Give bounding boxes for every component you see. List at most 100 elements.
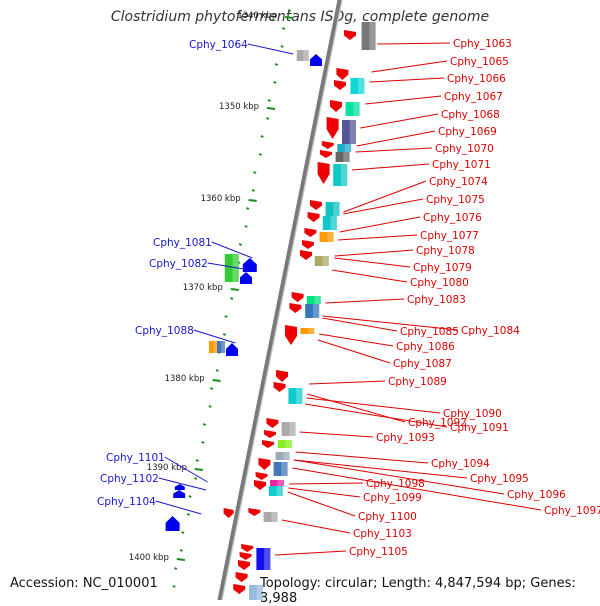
gene-label-cphy-1090: Cphy_1090 — [443, 408, 502, 420]
genome-summary-text: Topology: circular; Length: 4,847,594 bp… — [260, 576, 576, 606]
forward-gene-arrow — [239, 552, 252, 560]
gene-label-cphy-1083: Cphy_1083 — [407, 294, 466, 306]
forward-gene-arrow — [233, 584, 246, 594]
scale-label: 1350 kbp — [219, 102, 259, 112]
leader-line — [288, 487, 361, 498]
gene-box-shade — [271, 512, 278, 522]
gene-box — [209, 341, 217, 353]
scale-tick — [274, 63, 279, 66]
accession-text: Accession: NC_010001 — [10, 576, 158, 591]
reverse-gene-arrow — [310, 54, 322, 66]
gene-label-cphy-1075: Cphy_1075 — [426, 194, 485, 206]
gene-box-shade — [358, 78, 365, 94]
gene-box-shade — [340, 164, 348, 186]
leader-line — [334, 249, 414, 257]
map-title: Clostridium phytofermentans ISDg, comple… — [110, 9, 490, 25]
scale-tick — [258, 153, 263, 156]
scale-label: 1380 kbp — [165, 374, 205, 384]
gene-box-shade — [277, 480, 284, 486]
forward-gene-arrow — [307, 212, 320, 222]
forward-gene-arrow — [317, 162, 330, 184]
scale-tick — [267, 99, 271, 102]
gene-label-cphy-1102: Cphy_1102 — [100, 473, 159, 485]
forward-gene-arrow — [304, 228, 317, 237]
gene-label-cphy-1065: Cphy_1065 — [450, 56, 509, 68]
forward-gene-arrow — [223, 508, 234, 518]
gene-box-shade — [369, 22, 376, 50]
gene-box-shade — [349, 120, 356, 144]
scale-major-tick — [266, 107, 276, 110]
gene-label-cphy-1092: Cphy_1092 — [408, 417, 467, 429]
gene-box-shade — [283, 452, 290, 460]
leader-line — [360, 113, 439, 129]
forward-gene-arrow — [238, 560, 250, 570]
scale-major-tick — [230, 288, 239, 291]
leader-line — [322, 317, 398, 332]
scale-tick — [273, 81, 277, 84]
genome-backbone — [217, 0, 343, 600]
leader-line — [355, 147, 433, 153]
reverse-gene-arrow — [242, 258, 257, 272]
reverse-gene-arrow — [165, 516, 180, 531]
forward-gene-arrow — [344, 30, 356, 40]
gene-label-cphy-1087: Cphy_1087 — [393, 358, 452, 370]
scale-tick — [195, 459, 199, 462]
gene-box — [296, 50, 309, 61]
leader-line — [193, 329, 236, 344]
leader-line — [322, 315, 459, 331]
reverse-gene-arrow — [240, 272, 252, 284]
gene-box — [333, 164, 348, 186]
scale-tick — [266, 117, 270, 120]
leader-line — [331, 269, 408, 283]
leader-line — [343, 180, 427, 213]
gene-box-shade — [343, 152, 350, 162]
scale-tick — [181, 531, 185, 534]
leader-line — [325, 298, 405, 304]
scale-major-tick — [212, 379, 221, 382]
leader-line — [337, 234, 418, 241]
forward-gene-arrow — [273, 382, 286, 392]
gene-box — [335, 152, 350, 162]
backbone-line — [217, 0, 343, 600]
forward-gene-arrow — [330, 100, 342, 112]
leader-line — [305, 403, 448, 428]
leader-line — [334, 257, 411, 268]
scale-tick — [179, 549, 183, 552]
gene-box — [325, 202, 340, 216]
leader-line — [309, 380, 386, 385]
leader-line — [289, 482, 364, 485]
forward-gene-arrow — [336, 68, 349, 80]
gene-label-cphy-1071: Cphy_1071 — [432, 159, 491, 171]
gene-box — [350, 78, 365, 94]
leader-line — [369, 77, 445, 83]
leader-line — [319, 333, 394, 347]
gene-label-cphy-1086: Cphy_1086 — [396, 341, 455, 353]
reverse-gene-arrow — [173, 490, 186, 498]
gene-box-shade — [314, 296, 321, 304]
scale-tick — [201, 441, 205, 444]
scale-tick — [202, 423, 207, 426]
scale-tick — [260, 135, 264, 138]
leader-line — [343, 198, 424, 215]
forward-gene-arrow — [334, 80, 346, 90]
gene-label-cphy-1063: Cphy_1063 — [453, 38, 512, 50]
leader-line — [295, 451, 429, 464]
leader-line — [274, 550, 347, 556]
forward-gene-arrow — [276, 370, 288, 382]
forward-gene-arrow — [300, 250, 312, 260]
gene-box-shade — [256, 585, 263, 600]
gene-box — [342, 120, 356, 144]
leader-line — [307, 393, 406, 423]
gene-label-cphy-1067: Cphy_1067 — [444, 91, 503, 103]
gene-box — [263, 512, 278, 522]
gene-box-shade — [264, 548, 271, 570]
leader-line — [207, 262, 251, 271]
gene-features — [165, 22, 376, 600]
leader-line — [292, 467, 542, 511]
gene-label-cphy-1100: Cphy_1100 — [358, 511, 417, 523]
gene-label-cphy-1091: Cphy_1091 — [450, 422, 509, 434]
forward-gene-arrow — [310, 200, 322, 210]
gene-label-cphy-1101: Cphy_1101 — [106, 452, 165, 464]
gene-label-cphy-1093: Cphy_1093 — [376, 432, 435, 444]
scale-tick — [238, 243, 243, 246]
